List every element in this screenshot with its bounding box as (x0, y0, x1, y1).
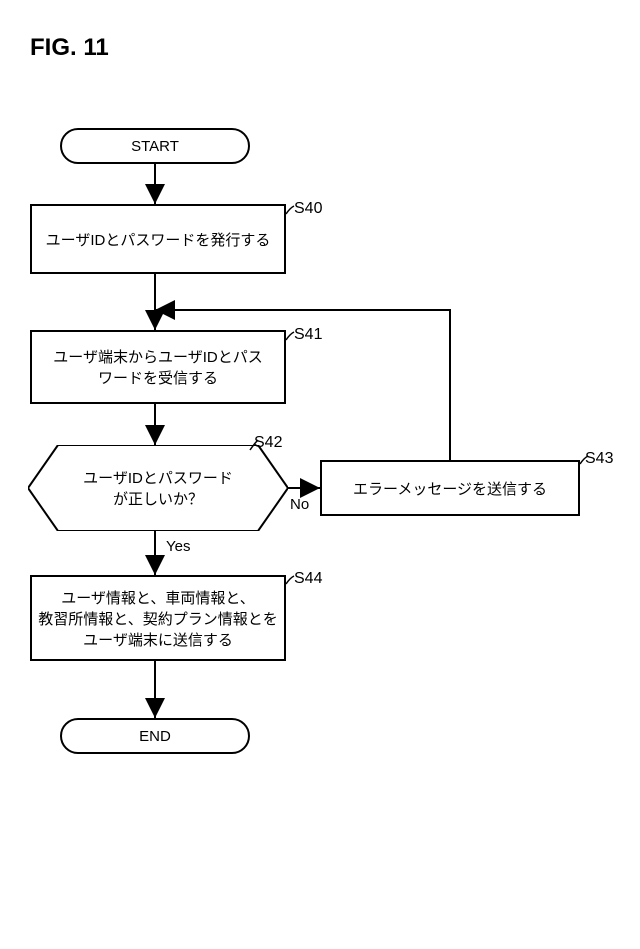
start-label: START (131, 138, 179, 155)
process-s40: ユーザIDとパスワードを発行する (30, 204, 286, 274)
process-s43-text: エラーメッセージを送信する (353, 478, 547, 499)
step-label-s44: S44 (294, 570, 322, 588)
process-s43: エラーメッセージを送信する (320, 460, 580, 516)
start-terminator: START (60, 128, 250, 164)
process-s41: ユーザ端末からユーザIDとパス ワードを受信する (30, 330, 286, 404)
process-s44-text: ユーザ情報と、車両情報と、 教習所情報と、契約プラン情報とを ユーザ端末に送信す… (38, 587, 277, 650)
flowchart-canvas: FIG. 11 START ユーザIDとパスワードを発行する S40 ユーザ端末… (0, 0, 640, 949)
decision-s42-text: ユーザIDとパスワード が正しいか？ (83, 467, 233, 509)
decision-s42: ユーザIDとパスワード が正しいか？ (28, 445, 288, 531)
process-s40-text: ユーザIDとパスワードを発行する (46, 229, 271, 250)
step-label-s40: S40 (294, 200, 322, 218)
process-s41-text: ユーザ端末からユーザIDとパス ワードを受信する (53, 346, 262, 388)
step-label-s42: S42 (254, 434, 282, 452)
end-terminator: END (60, 718, 250, 754)
flow-label-yes: Yes (166, 538, 190, 555)
flow-label-no: No (290, 496, 309, 513)
step-label-s41: S41 (294, 326, 322, 344)
end-label: END (139, 728, 171, 745)
step-label-s43: S43 (585, 450, 613, 468)
figure-title: FIG. 11 (30, 34, 109, 62)
process-s44: ユーザ情報と、車両情報と、 教習所情報と、契約プラン情報とを ユーザ端末に送信す… (30, 575, 286, 661)
